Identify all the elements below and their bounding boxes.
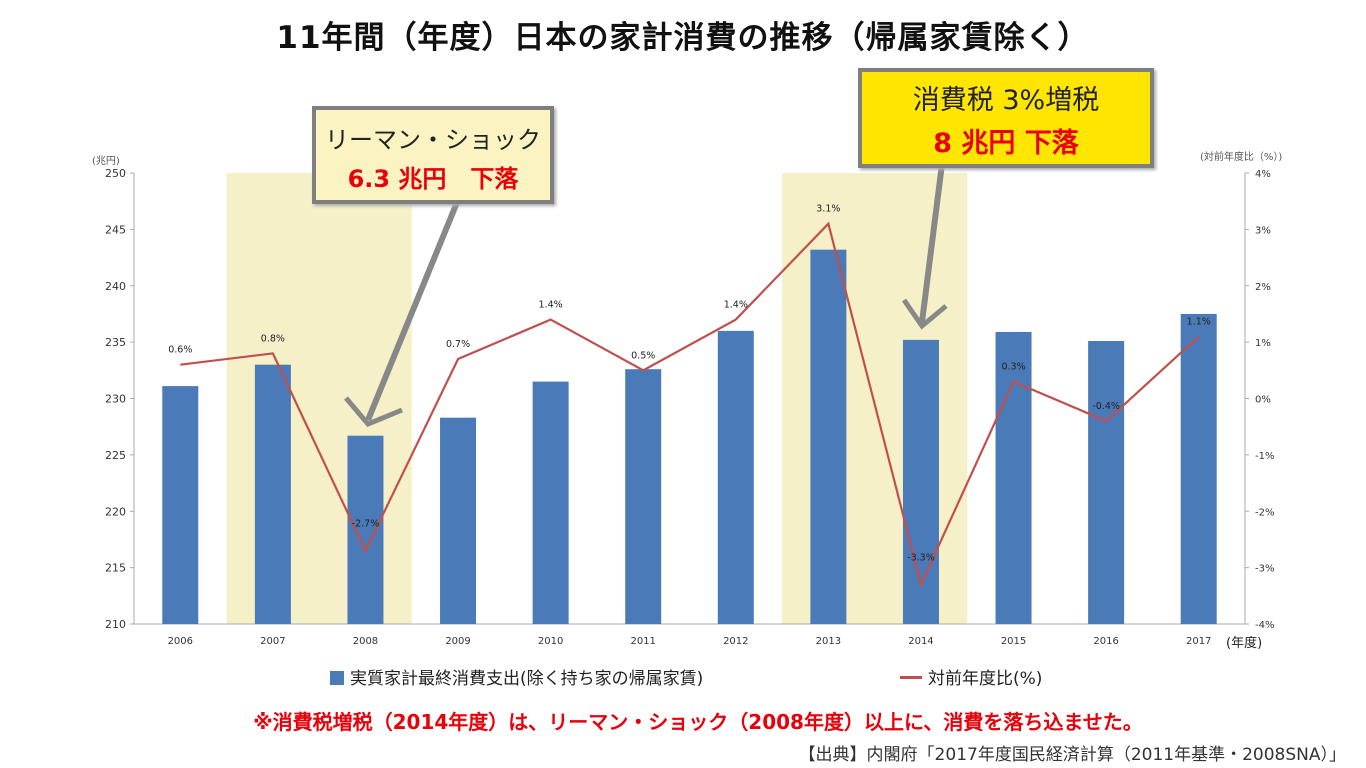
bar-2008	[347, 435, 384, 624]
y2-tick-label: -2%	[1255, 507, 1274, 518]
x-tick-label: 2013	[816, 636, 841, 647]
x-tick-label: 2016	[1093, 636, 1118, 647]
x-tick-label: 2015	[1001, 636, 1026, 647]
bar-2010	[532, 381, 569, 624]
y2-tick-label: 2%	[1255, 282, 1271, 293]
callout-title: リーマン・ショック	[325, 126, 541, 154]
data-label: 1.1%	[1187, 316, 1211, 327]
legend-bar-swatch	[330, 671, 344, 685]
arrowhead-2014	[901, 298, 948, 330]
y2-tick-label: 4%	[1255, 169, 1271, 180]
y-axis-label: (兆円)	[92, 156, 120, 167]
y-tick-label: 235	[105, 336, 126, 349]
x-tick-label: 2010	[538, 636, 563, 647]
bar-2009	[440, 417, 477, 624]
y-tick-label: 240	[105, 280, 126, 293]
y-tick-label: 220	[105, 505, 126, 518]
page-title: 11年間（年度）日本の家計消費の推移（帰属家賃除く）	[276, 20, 1090, 56]
data-label: -3.3%	[907, 553, 935, 564]
bar-2015	[995, 331, 1032, 624]
arrow-2014	[919, 163, 945, 323]
callout-value: 6.3 兆円 下落	[347, 165, 519, 193]
yoy-line	[180, 221, 1200, 588]
bar-2011	[625, 369, 662, 624]
source: 【出典】内閣府「2017年度国民経済計算（2011年基準・2008SNA）」	[798, 745, 1346, 765]
x-tick-label: 2006	[168, 636, 193, 647]
x-tick-label: 2014	[908, 636, 933, 647]
x-tick-label: 2017	[1186, 636, 1211, 647]
data-label: 1.4%	[724, 300, 748, 311]
x-tick-label: 2009	[445, 636, 470, 647]
legend-line: 対前年度比(%)	[900, 664, 1042, 689]
data-label: 0.3%	[1001, 362, 1025, 373]
lehman-callout: リーマン・ショック 6.3 兆円 下落	[312, 106, 554, 204]
bar-2006	[162, 386, 199, 624]
x-tick-label: 2008	[353, 636, 378, 647]
legend-line-swatch	[900, 676, 922, 679]
x-axis-label: (年度)	[1226, 636, 1263, 651]
bar-2014	[902, 339, 939, 624]
legend-bar-label: 実質家計最終消費支出(除く持ち家の帰属家賃)	[350, 669, 704, 689]
data-label: -0.4%	[1092, 401, 1120, 412]
y2-tick-label: 3%	[1255, 225, 1271, 236]
y2-tick-label: 1%	[1255, 338, 1271, 349]
data-label: -2.7%	[352, 519, 380, 530]
note: ※消費税増税（2014年度）は、リーマン・ショック（2008年度）以上に、消費を…	[253, 710, 1143, 734]
bar-2016	[1088, 340, 1125, 624]
y-tick-label: 215	[105, 562, 126, 575]
arrow-2008	[365, 198, 461, 422]
data-label: 0.8%	[261, 333, 285, 344]
y2-tick-label: 0%	[1255, 395, 1271, 406]
bar-2017	[1180, 313, 1217, 624]
arrowhead-2008	[344, 396, 403, 428]
y-tick-label: 250	[105, 167, 126, 180]
y-tick-label: 225	[105, 449, 126, 462]
tax-callout: 消費税 3%増税 8 兆円 下落	[858, 68, 1154, 168]
data-label: 1.4%	[539, 300, 563, 311]
data-label: 0.7%	[446, 339, 470, 350]
highlight-band	[226, 173, 412, 624]
legend-line-label: 対前年度比(%)	[928, 669, 1043, 689]
bar-2013	[810, 249, 847, 625]
x-tick-label: 2007	[260, 636, 285, 647]
y-tick-label: 230	[105, 393, 126, 406]
y-tick-label: 210	[105, 618, 126, 631]
x-tick-label: 2012	[723, 636, 748, 647]
data-label: 0.6%	[168, 345, 192, 356]
x-tick-label: 2011	[630, 636, 655, 647]
data-label: 0.5%	[631, 350, 655, 361]
legend-bar: 実質家計最終消費支出(除く持ち家の帰属家賃)	[330, 664, 703, 689]
y-tick-label: 245	[105, 223, 126, 236]
y2-tick-label: -3%	[1255, 564, 1274, 575]
y2-axis-label: (対前年度比（%）)	[1200, 152, 1283, 163]
bar-2007	[254, 364, 291, 624]
bar-2012	[717, 330, 754, 624]
callout-title: 消費税 3%増税	[912, 85, 1100, 116]
highlight-band	[782, 173, 968, 624]
callout-value: 8 兆円 下落	[933, 128, 1079, 159]
data-label: 3.1%	[816, 204, 840, 215]
y2-tick-label: -1%	[1255, 451, 1274, 462]
y2-tick-label: -4%	[1255, 620, 1274, 631]
